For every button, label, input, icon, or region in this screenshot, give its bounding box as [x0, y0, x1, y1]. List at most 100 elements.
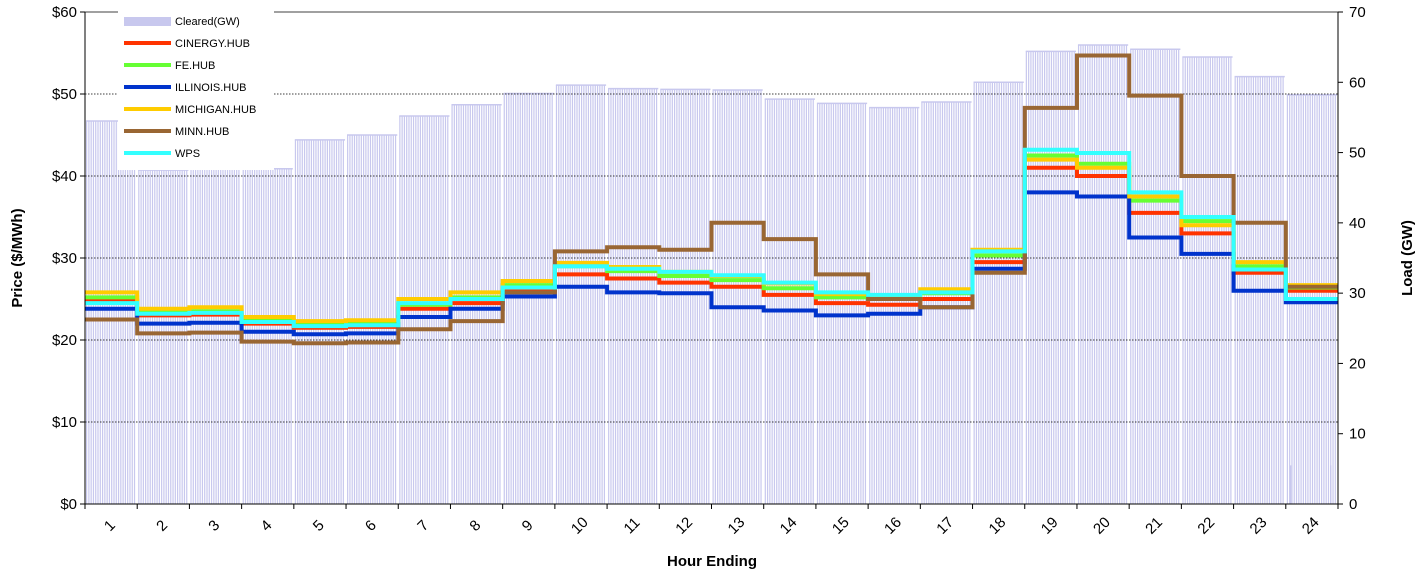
load-bar-stripe — [281, 168, 283, 505]
load-bar-stripe — [951, 101, 953, 504]
load-bar-stripe — [283, 168, 285, 505]
load-bar-stripe — [1178, 49, 1180, 504]
load-bar-stripe — [213, 168, 215, 505]
series-line-illinois-hub — [85, 190, 1338, 337]
y-tick-label: $0 — [60, 496, 77, 513]
load-bar-stripe — [692, 89, 694, 504]
load-bar-stripe — [685, 89, 687, 504]
load-bar-stripe — [197, 168, 199, 505]
load-bar-stripe — [521, 93, 524, 504]
load-bar-stripe — [599, 85, 601, 504]
load-bar-stripe — [1055, 51, 1057, 505]
load-bar — [921, 101, 972, 504]
load-bar-stripe — [1007, 82, 1009, 504]
load-bar-stripe — [932, 101, 934, 504]
load-bar-stripe — [206, 168, 208, 505]
load-bar-stripe — [1057, 51, 1059, 505]
load-bar-stripe — [626, 88, 628, 505]
load-bar-stripe — [149, 170, 151, 504]
load-bar-stripe — [1207, 56, 1209, 504]
load-bar-stripe — [717, 90, 719, 505]
load-bar-stripe — [1000, 82, 1003, 504]
load-bar-stripe — [962, 101, 964, 504]
load-bar-stripe — [699, 89, 701, 504]
load-bar-stripe — [978, 82, 980, 504]
load-bar-stripe — [753, 90, 755, 505]
load-bar-stripe — [1209, 56, 1211, 504]
load-bar-stripe — [1028, 51, 1030, 505]
load-bar-stripe — [1221, 56, 1223, 504]
legend-item: MICHIGAN.HUB — [124, 104, 256, 116]
load-bar-stripe — [1125, 45, 1128, 504]
load-bar-stripe — [508, 93, 510, 504]
load-bar-stripe — [683, 89, 685, 504]
load-bar-stripe — [1191, 56, 1193, 504]
load-bar-stripe — [746, 90, 748, 505]
load-bar-stripe — [279, 168, 281, 505]
load-bar-stripe — [288, 168, 290, 505]
load-bar-stripe — [812, 99, 814, 505]
y2-axis-title: Load (GW) — [1399, 220, 1416, 296]
load-bar-stripe — [723, 90, 726, 505]
load-bar-stripe — [1168, 49, 1171, 504]
load-bar-stripe — [95, 120, 97, 504]
load-bar-stripe — [1116, 45, 1118, 504]
load-bar-stripe — [810, 99, 812, 505]
load-bar-stripe — [594, 85, 596, 504]
load-bar-stripe — [217, 168, 219, 505]
legend-label: MICHIGAN.HUB — [175, 104, 256, 116]
load-bar-stripe — [547, 93, 549, 504]
y-tick-label: $30 — [52, 250, 77, 267]
legend-label: MINN.HUB — [175, 126, 229, 138]
load-bar-stripe — [1146, 49, 1148, 504]
y-tick-label: $20 — [52, 332, 77, 349]
load-bar-stripe — [1134, 49, 1136, 504]
load-bar-stripe — [104, 120, 106, 504]
load-bar-stripe — [733, 90, 735, 505]
load-bar-stripe — [739, 90, 742, 505]
load-bar — [190, 167, 241, 505]
legend-item: MINN.HUB — [124, 126, 229, 138]
load-bar-stripe — [1143, 49, 1146, 504]
load-bar-stripe — [542, 93, 544, 504]
load-bar-stripe — [1069, 51, 1071, 505]
load-bar-stripe — [689, 89, 692, 504]
load-bar-stripe — [935, 101, 937, 504]
legend-item: FE.HUB — [124, 60, 215, 72]
load-bar-stripe — [1189, 56, 1191, 504]
load-bar-stripe — [744, 90, 746, 505]
load-bar-stripe — [957, 101, 960, 504]
load-bar-stripe — [948, 101, 950, 504]
load-bar-stripe — [1130, 49, 1132, 504]
load-bar-stripe — [596, 85, 599, 504]
load-bar-stripe — [551, 93, 553, 504]
load-bar-stripe — [256, 168, 258, 505]
load-bar-stripe — [1089, 45, 1091, 504]
load-bar-stripe — [694, 89, 696, 504]
load-bar-stripe — [1141, 49, 1143, 504]
load-bar-stripe — [233, 168, 235, 505]
load-bar-stripe — [247, 168, 249, 505]
y-tick-label: $10 — [52, 414, 77, 431]
load-bar-stripe — [805, 99, 807, 505]
load-bar — [764, 98, 815, 505]
load-bar-stripe — [583, 85, 585, 504]
load-bar-stripe — [644, 88, 646, 505]
load-bar-stripe — [585, 85, 587, 504]
load-bar-stripe — [789, 99, 792, 505]
load-bar-stripe — [1100, 45, 1102, 504]
load-bar-stripe — [517, 93, 519, 504]
load-bar-stripe — [1123, 45, 1125, 504]
load-bar-stripe — [1044, 51, 1046, 505]
load-bar-stripe — [996, 82, 998, 504]
load-bar-stripe — [766, 99, 769, 505]
legend-label: CINERGY.HUB — [175, 38, 250, 50]
load-bar-stripe — [174, 170, 176, 504]
load-bar-stripe — [637, 88, 639, 505]
load-bar-stripe — [111, 120, 113, 504]
load-bar-stripe — [758, 90, 760, 505]
load-bar-stripe — [1137, 49, 1139, 504]
load-bar-stripe — [669, 89, 671, 504]
y2-tick-label: 50 — [1349, 145, 1366, 162]
load-bar-stripe — [982, 82, 984, 504]
